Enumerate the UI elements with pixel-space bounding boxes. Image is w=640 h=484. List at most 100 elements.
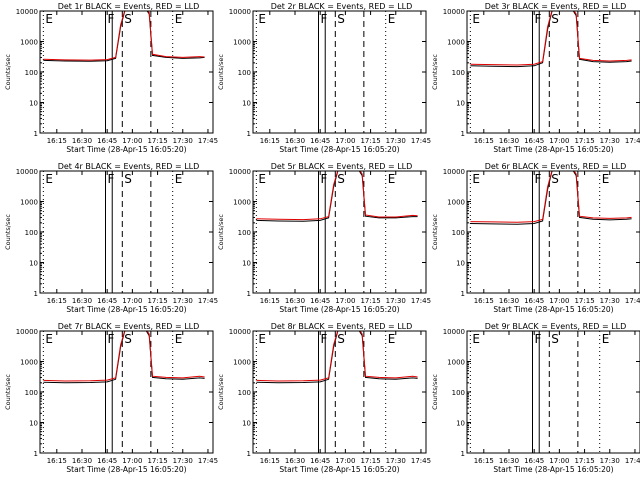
y-tick-label: 100 xyxy=(25,229,38,237)
x-tick-label: 17:30 xyxy=(173,137,193,145)
y-axis-label: Counts/sec xyxy=(217,214,225,250)
y-tick-label: 1 xyxy=(34,130,38,138)
x-tick-label: 17:15 xyxy=(147,457,167,465)
marker-label: F xyxy=(535,12,542,26)
x-tick-label: 16:45 xyxy=(97,457,117,465)
marker-label: E xyxy=(472,172,480,186)
y-tick-label: 1 xyxy=(247,450,251,458)
y-tick-label: 1 xyxy=(247,130,251,138)
chart-panel: E F S E 1 10 100 1000 10000 16:15 16:30 16:45 17:00 1… xyxy=(4,2,218,154)
x-tick-label: 16:15 xyxy=(47,137,67,145)
x-tick-label: 17:15 xyxy=(360,137,380,145)
x-tick-label: 17:45 xyxy=(198,297,218,305)
x-axis-label: Start Time (28-Apr-15 16:05:20) xyxy=(493,145,613,154)
x-tick-label: 16:15 xyxy=(47,457,67,465)
marker-label: F xyxy=(108,332,115,346)
marker-label: F xyxy=(108,172,115,186)
y-tick-label: 10000 xyxy=(443,8,465,16)
y-tick-label: 1000 xyxy=(233,359,251,367)
plot-frame xyxy=(40,171,213,293)
marker-label: F xyxy=(535,332,542,346)
x-tick-label: 17:30 xyxy=(600,457,620,465)
y-tick-label: 10 xyxy=(456,260,465,268)
marker-label: E xyxy=(258,172,266,186)
x-tick-label: 16:30 xyxy=(72,297,92,305)
x-tick-label: 17:45 xyxy=(411,297,431,305)
x-tick-label: 16:15 xyxy=(474,297,494,305)
chart-panel: E F S E 1 10 100 1000 10000 16:15 16:30 16:45 17:00 1… xyxy=(217,162,431,314)
x-tick-label: 16:30 xyxy=(72,137,92,145)
x-tick-label: 17:45 xyxy=(198,457,218,465)
x-axis-label: Start Time (28-Apr-15 16:05:20) xyxy=(279,465,399,474)
x-tick-label: 17:15 xyxy=(360,457,380,465)
panel-title: Det 7r BLACK = Events, RED = LLD xyxy=(58,322,200,331)
marker-label: S xyxy=(124,172,132,186)
panel-title: Det 1r BLACK = Events, RED = LLD xyxy=(58,2,200,11)
y-tick-label: 1000 xyxy=(20,359,38,367)
x-tick-label: 17:00 xyxy=(335,137,355,145)
x-tick-label: 17:15 xyxy=(147,297,167,305)
x-tick-label: 17:45 xyxy=(625,297,640,305)
y-tick-label: 1000 xyxy=(447,39,465,47)
marker-label: E xyxy=(602,172,610,186)
y-tick-label: 100 xyxy=(452,389,465,397)
x-tick-label: 17:15 xyxy=(574,297,594,305)
x-tick-label: 17:45 xyxy=(198,137,218,145)
panel-title: Det 6r BLACK = Events, RED = LLD xyxy=(485,162,627,171)
marker-label: S xyxy=(551,12,559,26)
y-tick-label: 1000 xyxy=(233,39,251,47)
x-tick-label: 17:30 xyxy=(386,297,406,305)
y-tick-label: 1 xyxy=(34,290,38,298)
y-tick-label: 1000 xyxy=(20,39,38,47)
panel-title: Det 4r BLACK = Events, RED = LLD xyxy=(58,162,200,171)
chart-panel: E F S E 1 10 100 1000 10000 16:15 16:30 16:45 17:00 1… xyxy=(4,322,218,474)
x-axis-label: Start Time (28-Apr-15 16:05:20) xyxy=(279,145,399,154)
x-tick-label: 16:30 xyxy=(285,137,305,145)
marker-label: E xyxy=(175,172,183,186)
marker-label: E xyxy=(388,12,396,26)
y-tick-label: 1 xyxy=(461,450,465,458)
x-tick-label: 17:30 xyxy=(386,137,406,145)
plot-frame xyxy=(253,171,426,293)
chart-panel: E F S E 1 10 100 1000 10000 16:15 16:30 16:45 17:00 1… xyxy=(431,322,640,474)
plot-frame xyxy=(467,11,640,133)
x-tick-label: 17:30 xyxy=(600,137,620,145)
y-tick-label: 1 xyxy=(461,290,465,298)
marker-label: S xyxy=(337,172,345,186)
x-axis-label: Start Time (28-Apr-15 16:05:20) xyxy=(66,305,186,314)
x-tick-label: 17:45 xyxy=(625,137,640,145)
y-tick-label: 1 xyxy=(461,130,465,138)
x-tick-label: 16:15 xyxy=(47,297,67,305)
marker-label: S xyxy=(124,332,132,346)
y-axis-label: Counts/sec xyxy=(217,54,225,90)
y-tick-label: 100 xyxy=(238,69,251,77)
x-tick-label: 16:45 xyxy=(310,137,330,145)
y-tick-label: 1000 xyxy=(447,199,465,207)
marker-label: E xyxy=(45,172,53,186)
marker-label: S xyxy=(337,12,345,26)
y-axis-label: Counts/sec xyxy=(4,214,12,250)
x-tick-label: 17:30 xyxy=(173,297,193,305)
chart-panel: E F S E 1 10 100 1000 10000 16:15 16:30 16:45 17:00 1… xyxy=(431,2,640,154)
marker-label: E xyxy=(45,12,53,26)
x-tick-label: 16:45 xyxy=(524,297,544,305)
y-axis-label: Counts/sec xyxy=(431,54,439,90)
y-tick-label: 100 xyxy=(238,229,251,237)
panel-title: Det 9r BLACK = Events, RED = LLD xyxy=(485,322,627,331)
marker-label: S xyxy=(337,332,345,346)
x-tick-label: 16:15 xyxy=(260,137,280,145)
x-tick-label: 17:00 xyxy=(335,457,355,465)
x-tick-label: 17:00 xyxy=(549,297,569,305)
marker-label: E xyxy=(175,12,183,26)
y-tick-label: 10 xyxy=(29,420,38,428)
marker-label: S xyxy=(124,12,132,26)
plot-frame xyxy=(467,171,640,293)
x-tick-label: 16:45 xyxy=(524,137,544,145)
plot-frame xyxy=(467,331,640,453)
marker-label: F xyxy=(108,12,115,26)
x-tick-label: 16:45 xyxy=(97,297,117,305)
y-tick-label: 10 xyxy=(456,100,465,108)
x-axis-label: Start Time (28-Apr-15 16:05:20) xyxy=(493,465,613,474)
